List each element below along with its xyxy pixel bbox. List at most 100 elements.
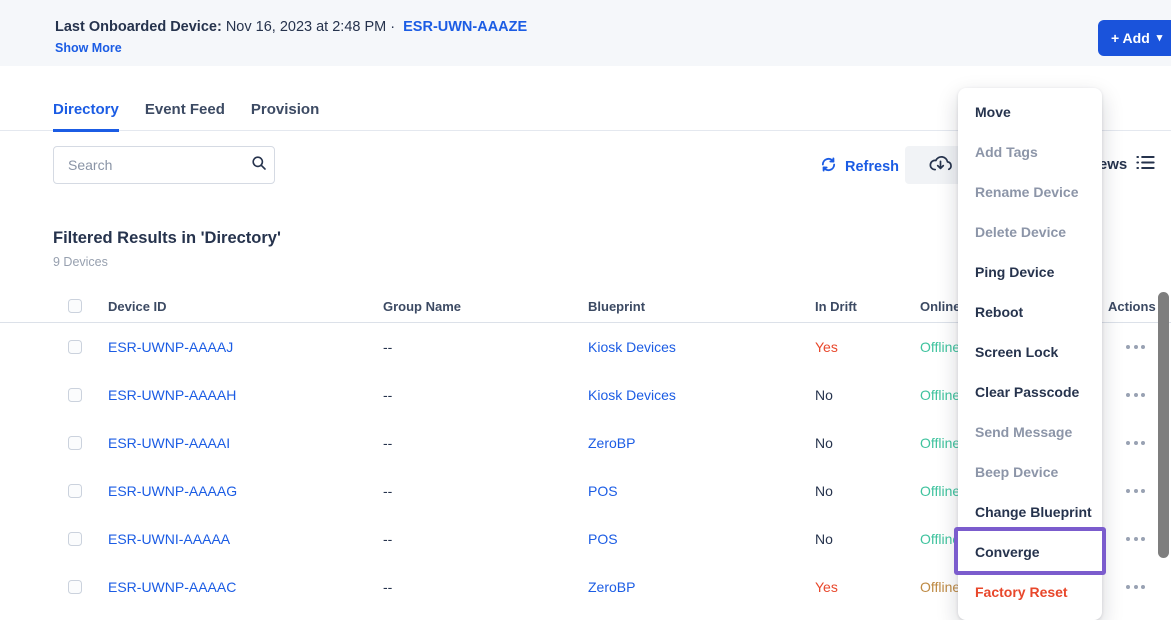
menu-item-clear-passcode[interactable]: Clear Passcode xyxy=(975,384,1080,400)
device-id-link[interactable]: ESR-UWNP-AAAAI xyxy=(108,435,231,451)
device-id-link[interactable]: ESR-UWNP-AAAAJ xyxy=(108,339,234,355)
in-drift-value: No xyxy=(815,387,833,403)
tabbar-divider xyxy=(0,130,1171,131)
menu-item-reboot[interactable]: Reboot xyxy=(975,304,1024,320)
column-header-device-id[interactable]: Device ID xyxy=(108,298,167,314)
last-onboarded-datetime: Nov 16, 2023 at 2:48 PM · xyxy=(225,19,396,35)
row-checkbox[interactable] xyxy=(68,532,82,546)
menu-item-beep-device: Beep Device xyxy=(975,464,1059,480)
menu-item-delete-device: Delete Device xyxy=(975,224,1067,240)
column-header-blueprint[interactable]: Blueprint xyxy=(588,298,646,314)
in-drift-value: No xyxy=(815,531,833,547)
row-checkbox-cell xyxy=(53,484,108,498)
blueprint-link[interactable]: Kiosk Devices xyxy=(588,339,676,355)
menu-item-move[interactable]: Move xyxy=(975,104,1011,120)
row-actions-cell xyxy=(1108,531,1171,547)
tab-event-feed[interactable]: Event Feed xyxy=(144,101,225,118)
row-actions-cell xyxy=(1108,483,1171,499)
row-actions-cell xyxy=(1108,339,1171,355)
row-actions-button[interactable] xyxy=(1124,531,1171,547)
row-actions-button[interactable] xyxy=(1124,339,1171,355)
column-header-actions: Actions xyxy=(1108,298,1156,314)
show-more-link[interactable]: Show More xyxy=(55,41,122,55)
menu-item-rename-device: Rename Device xyxy=(975,184,1079,200)
tab-directory[interactable]: Directory xyxy=(53,101,119,132)
menu-item-factory-reset[interactable]: Factory Reset xyxy=(975,584,1068,600)
menu-item-send-message: Send Message xyxy=(975,424,1073,440)
table-row: ESR-UWNP-AAAAC -- ZeroBP Yes Offline xyxy=(0,563,1171,611)
row-checkbox[interactable] xyxy=(68,436,82,450)
refresh-icon xyxy=(820,156,837,177)
online-status-value: Offline xyxy=(920,531,961,547)
in-drift-value: No xyxy=(815,483,833,499)
online-status-value: Offline xyxy=(920,435,961,451)
group-name-value: -- xyxy=(383,579,393,595)
column-header-in-drift[interactable]: In Drift xyxy=(815,298,857,314)
row-actions-cell xyxy=(1108,435,1171,451)
device-id-link[interactable]: ESR-UWNP-AAAAG xyxy=(108,483,238,499)
online-status-value: Offline xyxy=(920,339,961,355)
blueprint-link[interactable]: POS xyxy=(588,483,618,499)
table-row: ESR-UWNP-AAAAH -- Kiosk Devices No Offline xyxy=(0,371,1171,419)
row-checkbox-cell xyxy=(53,436,108,450)
menu-item-add-tags: Add Tags xyxy=(975,144,1038,160)
blueprint-link[interactable]: POS xyxy=(588,531,618,547)
search-box[interactable] xyxy=(53,146,275,184)
menu-item-ping-device[interactable]: Ping Device xyxy=(975,264,1055,280)
table-body: ESR-UWNP-AAAAJ -- Kiosk Devices Yes Offline E… xyxy=(0,323,1171,611)
table-header-row: Device ID Group Name Blueprint In Drift … xyxy=(0,290,1171,323)
last-onboarded-label: Last Onboarded Device: xyxy=(55,19,222,35)
tab-bar: Directory Event Feed Provision xyxy=(53,101,319,132)
in-drift-value: Yes xyxy=(815,579,838,595)
row-checkbox[interactable] xyxy=(68,484,82,498)
menu-item-change-blueprint[interactable]: Change Blueprint xyxy=(975,504,1092,520)
column-header-online[interactable]: Online xyxy=(920,298,961,314)
device-id-link[interactable]: ESR-UWNP-AAAAH xyxy=(108,387,237,403)
row-actions-button[interactable] xyxy=(1124,483,1171,499)
menu-item-converge[interactable]: Converge xyxy=(975,544,1040,560)
top-bar: Last Onboarded Device: Nov 16, 2023 at 2… xyxy=(0,0,1171,66)
results-count: 9 Devices xyxy=(53,255,108,269)
list-icon xyxy=(1136,155,1155,174)
device-table: Device ID Group Name Blueprint In Drift … xyxy=(0,290,1171,611)
in-drift-value: No xyxy=(815,435,833,451)
row-actions-button[interactable] xyxy=(1124,387,1171,403)
device-id-link[interactable]: ESR-UWNP-AAAAC xyxy=(108,579,237,595)
online-status-value: Offline xyxy=(920,483,961,499)
group-name-value: -- xyxy=(383,483,393,499)
group-name-value: -- xyxy=(383,387,393,403)
tab-provision[interactable]: Provision xyxy=(250,101,320,118)
group-name-value: -- xyxy=(383,435,393,451)
row-actions-cell xyxy=(1108,387,1171,403)
select-all-checkbox[interactable] xyxy=(68,299,82,313)
row-checkbox-cell xyxy=(53,388,108,402)
caret-down-icon: ▾ xyxy=(1156,31,1163,44)
menu-item-screen-lock[interactable]: Screen Lock xyxy=(975,344,1059,360)
row-checkbox[interactable] xyxy=(68,580,82,594)
blueprint-link[interactable]: ZeroBP xyxy=(588,435,636,451)
online-status-value: Offline xyxy=(920,387,961,403)
table-row: ESR-UWNP-AAAAG -- POS No Offline xyxy=(0,467,1171,515)
search-input[interactable] xyxy=(66,156,251,174)
device-id-link[interactable]: ESR-UWNI-AAAAA xyxy=(108,531,231,547)
row-checkbox[interactable] xyxy=(68,340,82,354)
refresh-button[interactable]: Refresh xyxy=(820,156,899,177)
column-header-group-name[interactable]: Group Name xyxy=(383,298,462,314)
online-status-value: Offline xyxy=(920,579,961,595)
table-row: ESR-UWNI-AAAAA -- POS No Offline xyxy=(0,515,1171,563)
row-actions-button[interactable] xyxy=(1124,579,1171,595)
row-checkbox-cell xyxy=(53,580,108,594)
add-button-label: + Add xyxy=(1111,30,1150,46)
blueprint-link[interactable]: Kiosk Devices xyxy=(588,387,676,403)
blueprint-link[interactable]: ZeroBP xyxy=(588,579,636,595)
row-checkbox[interactable] xyxy=(68,388,82,402)
row-actions-button[interactable] xyxy=(1124,435,1171,451)
group-name-value: -- xyxy=(383,339,393,355)
search-icon xyxy=(251,155,267,176)
group-name-value: -- xyxy=(383,531,393,547)
device-actions-menu: Move Add Tags Rename Device Delete Device Pi… xyxy=(958,88,1102,620)
last-onboarded-device-link[interactable]: ESR-UWN-AAAZE xyxy=(403,19,528,35)
vertical-scrollbar-thumb[interactable] xyxy=(1158,292,1169,558)
row-checkbox-cell xyxy=(53,340,108,354)
add-button[interactable]: + Add ▾ xyxy=(1098,20,1171,56)
